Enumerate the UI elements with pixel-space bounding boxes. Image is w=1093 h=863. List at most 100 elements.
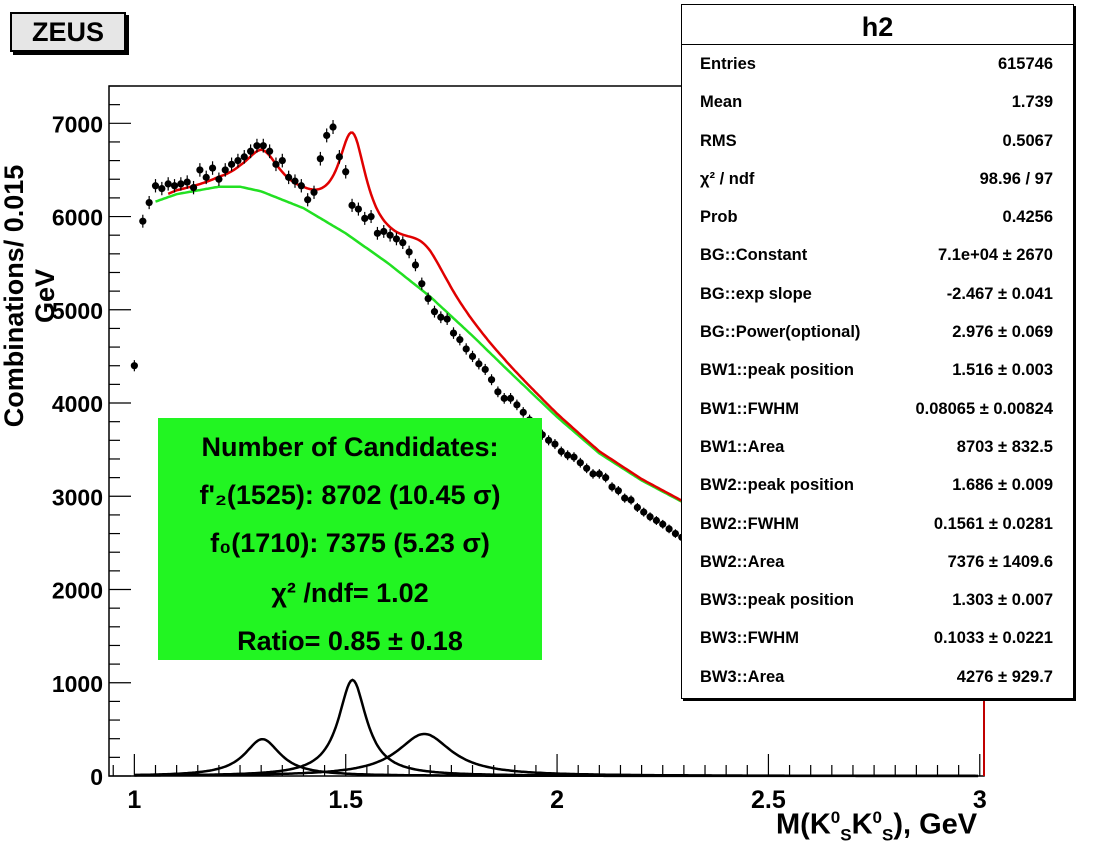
stats-key: RMS — [700, 131, 737, 150]
data-point — [564, 451, 572, 459]
background-fit-curve — [155, 185, 685, 504]
data-point — [297, 182, 305, 190]
data-point — [177, 180, 185, 188]
data-point — [316, 155, 324, 163]
stats-key: BW3::peak position — [700, 591, 855, 610]
data-point — [189, 184, 198, 192]
x-tick-label: 2.5 — [751, 786, 786, 814]
stats-row: BW2::peak position 1.686 ± 0.009 — [682, 466, 1073, 504]
data-point — [494, 388, 502, 396]
data-point — [475, 360, 483, 368]
data-point — [430, 308, 439, 316]
stats-value: 7376 ± 1409.6 — [947, 552, 1053, 571]
stats-title: h2 — [682, 5, 1073, 45]
data-point — [519, 408, 527, 416]
stats-row: BW2::Area 7376 ± 1409.6 — [682, 543, 1073, 581]
data-point — [405, 248, 413, 256]
data-point — [576, 459, 584, 467]
stats-value: -2.467 ± 0.041 — [946, 284, 1053, 303]
stats-row: BW3::Area 4276 ± 929.7 — [682, 658, 1073, 696]
data-point — [354, 205, 362, 213]
stats-value: 0.08065 ± 0.00824 — [915, 399, 1053, 418]
data-point — [266, 147, 274, 155]
stats-key: Prob — [700, 208, 738, 227]
stats-key: BW1::peak position — [700, 361, 855, 380]
data-point — [589, 470, 597, 478]
stats-value: 2.976 ± 0.069 — [952, 323, 1053, 342]
data-point — [652, 516, 661, 525]
data-point — [367, 212, 375, 221]
data-point — [373, 229, 382, 237]
data-point — [500, 394, 508, 402]
data-point — [304, 196, 312, 204]
stats-key: χ² / ndf — [700, 169, 755, 188]
stats-value: 4276 ± 929.7 — [956, 667, 1053, 686]
candidates-title: Number of Candidates: — [201, 432, 499, 462]
stats-key: BW2::Area — [700, 552, 785, 571]
data-point — [614, 487, 622, 495]
stats-row: BW3::peak position 1.303 ± 0.007 — [682, 581, 1073, 619]
data-point — [151, 182, 160, 190]
data-point — [671, 529, 680, 538]
data-point — [659, 520, 667, 528]
breit-wigner-peaks — [134, 678, 979, 778]
stats-row: BW1::FWHM 0.08065 ± 0.00824 — [682, 390, 1073, 428]
data-point — [424, 294, 432, 303]
data-point — [456, 336, 464, 344]
data-point — [323, 131, 331, 140]
stats-key: BG::exp slope — [700, 284, 812, 303]
stats-row: Entries 615746 — [682, 45, 1073, 83]
data-point — [380, 227, 388, 236]
data-point — [183, 178, 191, 186]
data-point — [158, 184, 166, 193]
y-tick-label: 4000 — [52, 391, 103, 417]
candidates-f2: f'₂(1525): 8702 (10.45 σ) — [199, 480, 501, 510]
data-point — [215, 175, 223, 183]
x-label-sub: S — [882, 825, 894, 845]
stats-key: BG::Power(optional) — [700, 323, 861, 342]
data-point — [221, 166, 229, 174]
stats-value: 1.686 ± 0.009 — [952, 476, 1053, 495]
data-point — [386, 231, 394, 239]
data-point — [418, 280, 426, 288]
data-point — [253, 142, 261, 150]
y-tick-label: 3000 — [52, 484, 103, 510]
candidates-ratio: Ratio= 0.85 ± 0.18 — [237, 626, 463, 656]
stats-key: BW1::Area — [700, 437, 785, 456]
data-points — [130, 120, 686, 542]
data-point — [342, 168, 350, 176]
stats-row: BW2::FWHM 0.1561 ± 0.0281 — [682, 505, 1073, 543]
data-point — [551, 440, 559, 448]
candidates-box: Number of Candidates: f'₂(1525): 8702 (1… — [158, 418, 542, 660]
stats-row: BG::exp slope -2.467 ± 0.041 — [682, 275, 1073, 313]
x-tick-label: 1.5 — [328, 786, 363, 814]
stats-key: BW3::FWHM — [700, 629, 799, 648]
stats-key: BG::Constant — [700, 246, 808, 265]
data-point — [291, 177, 299, 185]
stats-value: 615746 — [997, 55, 1053, 73]
stats-row: Mean 1.739 — [682, 83, 1073, 121]
stats-key: BW2::peak position — [700, 476, 855, 495]
stats-value: 0.4256 — [1002, 208, 1053, 227]
x-label-sup: 0 — [830, 808, 841, 827]
x-tick-label: 1 — [127, 786, 141, 814]
stats-value: 0.5067 — [1002, 131, 1053, 150]
data-point — [202, 173, 210, 181]
data-point — [170, 182, 179, 190]
y-tick-label: 2000 — [52, 578, 103, 604]
data-point — [272, 160, 280, 168]
stats-key: Mean — [700, 93, 743, 112]
data-point — [285, 173, 293, 181]
data-point — [130, 362, 138, 370]
x-label-part: ), GeV — [893, 808, 978, 841]
stats-row: Prob 0.4256 — [682, 198, 1073, 236]
stats-value: 1.303 ± 0.007 — [952, 591, 1053, 610]
stats-value: 98.96 / 97 — [979, 169, 1053, 188]
data-point — [506, 394, 515, 402]
data-point — [329, 123, 337, 131]
data-point — [399, 239, 407, 247]
x-axis-ticks: 1 1.5 2 2.5 3 — [112, 754, 987, 814]
y-axis-ticks: 0 1000 2000 3000 4000 5000 6000 7000 — [52, 85, 131, 790]
data-point — [640, 508, 648, 516]
